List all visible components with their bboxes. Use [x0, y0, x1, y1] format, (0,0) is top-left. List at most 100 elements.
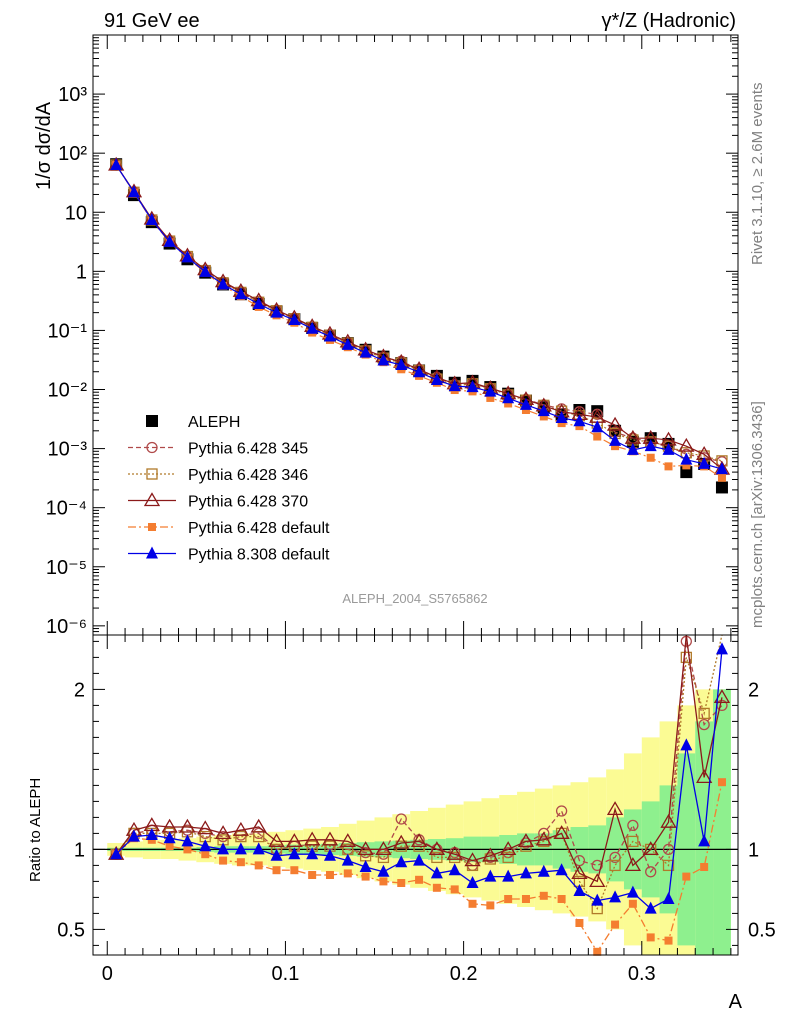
x-tick-label: 0.2	[450, 963, 478, 985]
ratio-point	[234, 842, 247, 855]
ratio-point	[537, 864, 550, 877]
ratio-point	[395, 840, 407, 852]
ratio-point	[163, 831, 176, 844]
data-point	[557, 419, 566, 428]
ratio-point	[397, 879, 406, 887]
ratio-point	[379, 877, 388, 886]
ratio-point	[700, 863, 709, 871]
legend-marker	[146, 441, 158, 454]
ratio-point	[308, 871, 317, 879]
data-point	[504, 399, 513, 408]
main-frame	[92, 34, 739, 636]
ratio-point	[339, 833, 356, 848]
y-tick-label: 2	[74, 679, 85, 701]
ratio-point	[214, 825, 232, 840]
ratio-point	[611, 920, 620, 929]
ratio-point	[254, 861, 263, 870]
y-tick-label: 1	[76, 261, 87, 283]
ratio-point	[484, 869, 497, 882]
data-point	[644, 439, 657, 452]
ratio-point	[538, 827, 550, 840]
ratio-point	[628, 899, 637, 908]
ratio-point	[268, 833, 285, 848]
ratio-point	[252, 842, 265, 855]
data-point	[606, 416, 624, 431]
ratio-point	[591, 893, 604, 906]
y-tick-label: 0.5	[57, 919, 85, 941]
ratio-point	[698, 707, 710, 720]
data-point	[323, 329, 336, 342]
data-point	[199, 264, 212, 277]
y-tick-label: 10⁻⁴	[46, 498, 87, 520]
ratio-point	[446, 845, 463, 860]
ratio-line	[115, 634, 723, 910]
ratio-point	[464, 852, 481, 867]
data-point	[359, 345, 372, 358]
ratio-series-2	[108, 634, 731, 888]
ratio-point	[359, 860, 372, 872]
side-label-top: Rivet 3.1.10, ≥ 2.6M events	[749, 83, 766, 266]
data-point	[664, 462, 673, 471]
ratio-point	[415, 875, 424, 884]
ratio-point	[571, 865, 588, 880]
ratio-point	[644, 901, 657, 914]
ratio-point	[304, 831, 321, 846]
x-axis-label: A	[729, 991, 743, 1013]
ratio-point	[680, 738, 693, 751]
ratio-point	[664, 936, 673, 945]
x-tick-label: 0.3	[628, 963, 656, 985]
ratio-point	[235, 830, 247, 843]
x-tick-label: 0.1	[272, 963, 300, 985]
data-point	[288, 313, 301, 326]
ratio-point	[713, 689, 731, 704]
legend-label: Pythia 6.428 370	[188, 494, 308, 511]
data-point	[395, 357, 408, 370]
ratio-point	[430, 866, 443, 879]
ratio-point	[219, 856, 228, 865]
ratio-point	[145, 828, 158, 840]
ratio-point	[500, 841, 517, 856]
legend-marker	[146, 546, 158, 559]
ratio-point	[236, 858, 245, 867]
data-point	[145, 212, 158, 225]
ratio-point	[698, 834, 711, 847]
ratio-point	[181, 834, 194, 847]
ratio-point	[179, 818, 196, 833]
ratio-point	[183, 845, 192, 854]
legend-label: Pythia 6.428 346	[188, 467, 308, 484]
data-point	[341, 337, 354, 350]
ratio-point	[375, 841, 392, 856]
ratio-point	[575, 919, 584, 927]
ratio-point	[609, 859, 621, 872]
data-point	[252, 297, 265, 310]
ratio-point	[589, 873, 606, 888]
data-point	[486, 393, 495, 402]
ratio-point	[127, 829, 140, 842]
ratio-point	[662, 843, 675, 856]
data-point	[573, 414, 586, 427]
ratio-point	[606, 801, 624, 816]
ratio-point	[250, 818, 267, 833]
ratio-point	[624, 857, 642, 872]
ratio-point	[646, 933, 655, 942]
ratio-point	[591, 859, 603, 872]
ratio-point	[450, 885, 459, 894]
data-point	[413, 365, 426, 378]
ratio-axes: 0 0.1 0.2 0.3 0.5 0.5 1 1 2 2	[57, 635, 776, 985]
ratio-point	[645, 866, 657, 878]
ratio-point	[395, 855, 408, 868]
ratio-point	[377, 851, 390, 864]
ratio-point	[539, 891, 548, 900]
ratio-point	[502, 851, 514, 864]
data-point	[466, 380, 479, 393]
y-tick-label: 10⁻²	[48, 380, 88, 402]
y-tick-label: 10⁻⁶	[46, 616, 87, 638]
ratio-point	[517, 833, 535, 848]
ratio-point	[626, 885, 639, 898]
ratio-point	[410, 833, 428, 848]
legend-label: Pythia 8.308 default	[188, 547, 330, 564]
ratio-point	[484, 853, 496, 865]
ratio-point	[270, 848, 283, 861]
legend-marker	[143, 492, 161, 507]
data-point	[698, 456, 711, 469]
